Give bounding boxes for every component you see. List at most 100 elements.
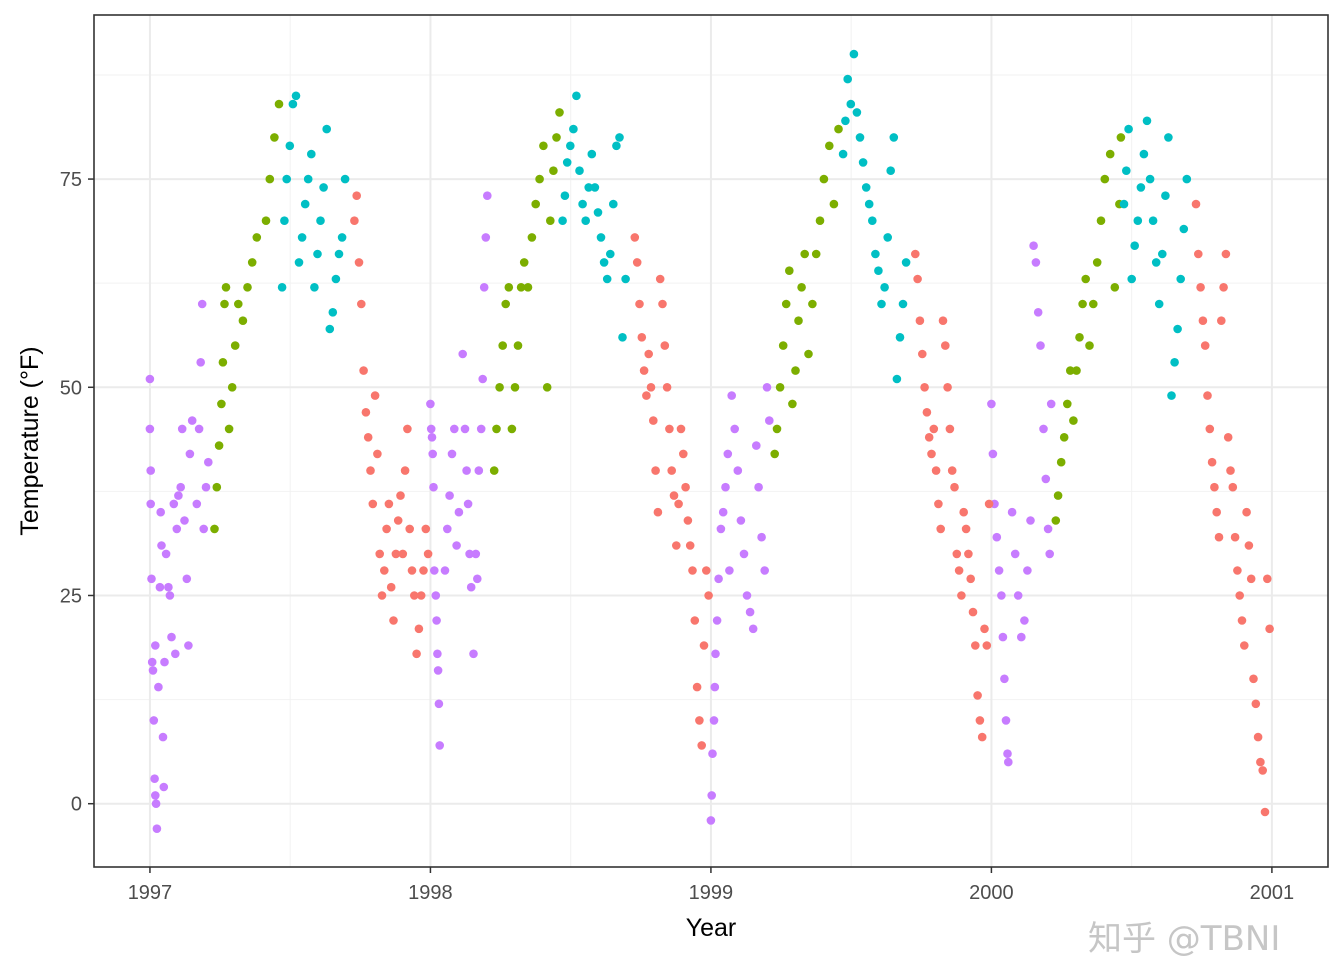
x-tick-label: 2000 [969, 882, 1014, 904]
y-tick-label: 0 [71, 794, 82, 816]
data-point [1081, 274, 1090, 284]
data-point [1240, 641, 1249, 650]
data-point [599, 258, 609, 267]
data-point [350, 216, 359, 225]
data-point [220, 299, 229, 309]
data-point [434, 699, 444, 709]
data-point [966, 574, 975, 584]
data-point [192, 499, 202, 509]
data-point [426, 399, 435, 409]
data-point [920, 383, 929, 392]
data-point [852, 108, 862, 117]
data-point [569, 124, 578, 134]
data-point [651, 466, 660, 475]
data-point [481, 233, 491, 242]
data-point [145, 374, 155, 384]
data-point [994, 566, 1004, 575]
data-point [723, 449, 733, 459]
data-point [1151, 258, 1161, 267]
data-point [1148, 216, 1158, 225]
data-point [1249, 674, 1258, 684]
data-point [1053, 491, 1063, 500]
data-point [1214, 532, 1224, 542]
data-point [145, 424, 155, 434]
data-point [230, 341, 240, 350]
data-point [690, 616, 700, 625]
data-point [396, 491, 405, 500]
data-point [471, 549, 481, 559]
data-point [710, 682, 720, 692]
data-point [433, 666, 443, 675]
data-point [495, 383, 504, 392]
data-point [313, 249, 322, 259]
data-point [165, 591, 175, 600]
data-point [1217, 316, 1226, 326]
data-point [911, 249, 920, 259]
data-point [1056, 457, 1066, 467]
data-point [864, 199, 874, 209]
data-point [187, 416, 197, 425]
data-point [1139, 149, 1149, 159]
y-tick-label: 75 [60, 169, 82, 191]
data-point [692, 682, 702, 692]
data-point [635, 299, 644, 309]
data-point [982, 641, 992, 650]
data-point [1212, 507, 1221, 517]
data-point [736, 516, 746, 525]
data-point [359, 366, 368, 375]
data-point [1072, 366, 1081, 375]
data-point [416, 591, 426, 600]
data-point [489, 466, 499, 475]
data-point [825, 141, 834, 151]
data-point [1263, 574, 1272, 584]
data-point [1237, 616, 1247, 625]
data-point [718, 507, 728, 517]
data-point [510, 383, 520, 392]
data-point [218, 358, 228, 367]
data-point [609, 199, 618, 209]
data-point [804, 349, 813, 359]
data-point [562, 158, 572, 167]
data-point [883, 233, 892, 242]
data-point [171, 649, 180, 659]
data-point [214, 441, 224, 450]
data-point [316, 216, 325, 225]
data-point [1046, 399, 1056, 409]
data-point [465, 549, 474, 559]
x-tick-label: 1999 [689, 882, 734, 904]
data-point [901, 258, 911, 267]
data-point [428, 449, 438, 459]
data-point [1089, 299, 1098, 309]
data-point [146, 466, 155, 475]
data-point [868, 216, 877, 225]
data-point [546, 216, 555, 225]
data-point [391, 549, 401, 559]
data-point [931, 466, 941, 475]
data-point [702, 566, 711, 575]
data-point [412, 649, 421, 659]
data-point [1161, 191, 1170, 200]
data-point [300, 199, 310, 209]
data-point [681, 482, 690, 492]
data-point [849, 49, 859, 59]
data-point [172, 524, 182, 534]
data-point [473, 574, 482, 584]
data-point [1176, 274, 1185, 284]
data-point [1154, 299, 1164, 309]
data-point [152, 824, 162, 833]
data-point [708, 749, 717, 758]
data-point [669, 491, 679, 500]
data-point [927, 449, 936, 459]
data-point [340, 174, 350, 184]
data-point [176, 482, 185, 492]
data-point [423, 549, 433, 559]
data-point [655, 274, 665, 284]
data-point [196, 358, 205, 367]
data-point [474, 466, 484, 475]
data-point [1142, 116, 1152, 126]
data-point [975, 716, 985, 725]
data-point [1265, 624, 1274, 634]
data-point [430, 566, 439, 575]
data-point [572, 91, 581, 101]
data-point [182, 574, 192, 584]
